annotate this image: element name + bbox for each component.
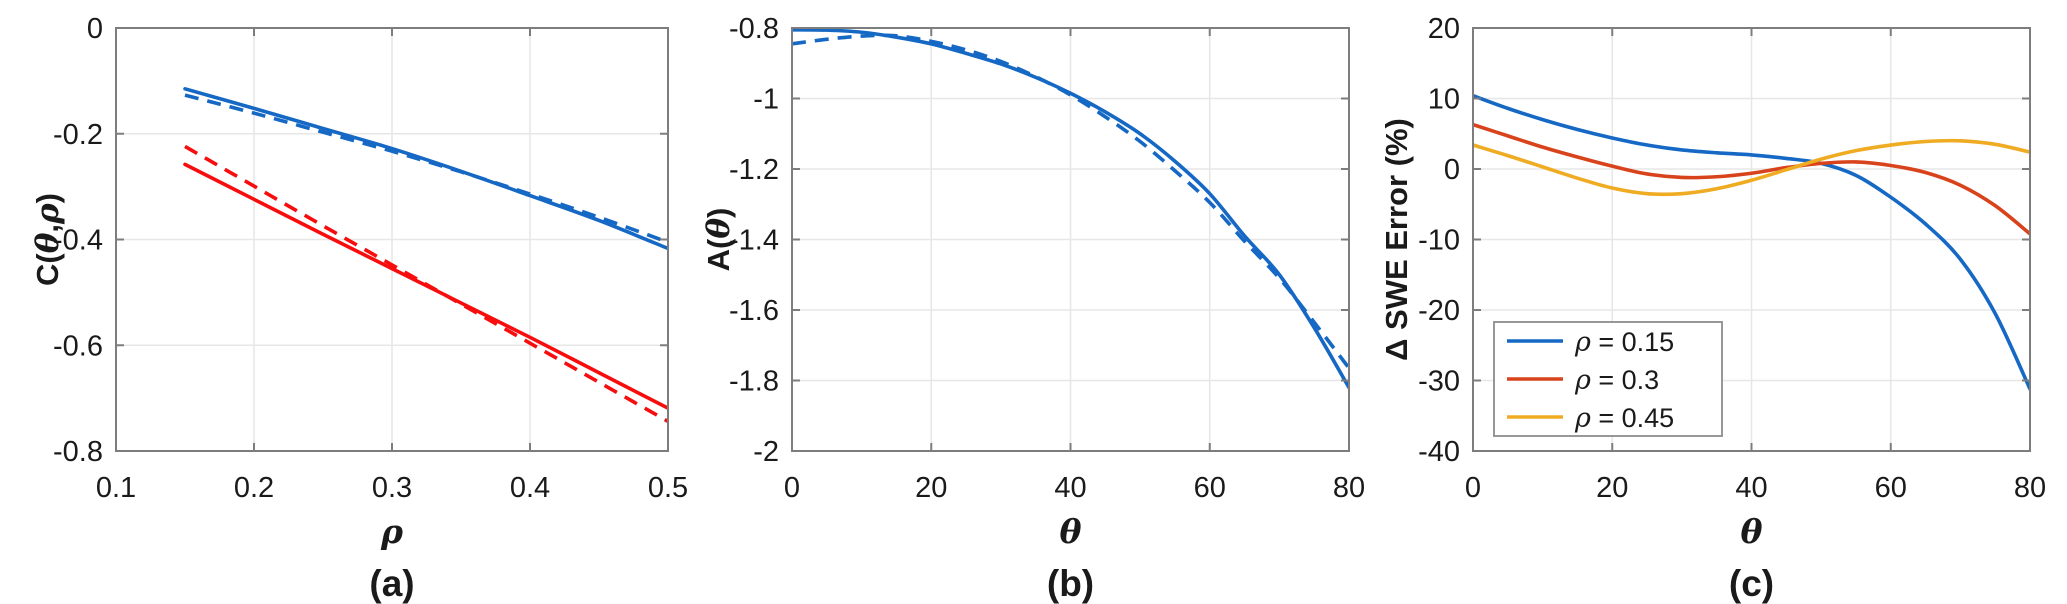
y-tick-label: -40 xyxy=(1418,436,1460,468)
y-tick-label: -0.2 xyxy=(53,119,103,151)
x-tick-label: 60 xyxy=(1194,472,1226,504)
chart-c: 0 20 40 60 80 20 10 0 -10 -20 -30 -40 θ Δ SWE Error (… xyxy=(1379,13,2046,604)
legend-entry: ρ = 0.15 xyxy=(1507,327,1674,358)
series-line-red-dashed xyxy=(184,144,668,423)
y-tick-label: 0 xyxy=(1444,154,1460,186)
y-tick-label: -0.6 xyxy=(53,330,103,362)
x-tick-label: 0 xyxy=(784,472,800,504)
x-axis-label: ρ xyxy=(380,512,404,551)
legend-label: ρ = 0.15 xyxy=(1574,327,1674,358)
x-tick-label: 0.5 xyxy=(648,472,688,504)
y-axis-label: Δ SWE Error (%) xyxy=(1379,118,1414,361)
series-line-blue-dashed xyxy=(184,93,668,244)
x-tick-label: 20 xyxy=(915,472,947,504)
chart-a: 0.1 0.2 0.3 0.4 0.5 0 -0.2 -0.4 -0.6 -0.8 ρ C(θ,ρ) (… xyxy=(30,13,688,604)
series-group xyxy=(183,87,668,423)
x-tick-label: 0 xyxy=(1465,472,1481,504)
y-tick-label: 0 xyxy=(87,13,103,45)
y-axis-label: A(θ) xyxy=(701,208,737,272)
legend-entry: ρ = 0.45 xyxy=(1507,403,1674,434)
y-tick-label: -0.8 xyxy=(729,13,779,45)
series-line-rho-0.45 xyxy=(1473,138,2030,197)
series-group xyxy=(792,28,1349,390)
y-tick-label: -10 xyxy=(1418,225,1460,257)
x-tick-label: 0.1 xyxy=(96,472,136,504)
x-tick-label: 80 xyxy=(2014,472,2046,504)
x-axis-label: θ xyxy=(1740,512,1762,551)
y-tick-label: 10 xyxy=(1428,84,1460,116)
x-tick-label: 0.4 xyxy=(510,472,550,504)
series-group xyxy=(1473,93,2030,391)
legend-entry: ρ = 0.3 xyxy=(1507,365,1659,396)
x-axis-label: θ xyxy=(1059,512,1081,551)
x-tick-label: 20 xyxy=(1596,472,1628,504)
y-tick-label: 20 xyxy=(1428,13,1460,45)
series-line-rho-0.3 xyxy=(1473,122,2030,236)
panel-caption: (b) xyxy=(1047,563,1094,604)
x-tick-label: 80 xyxy=(1333,472,1365,504)
y-tick-label: -20 xyxy=(1418,295,1460,327)
y-tick-label: -0.8 xyxy=(53,436,103,468)
chart-b: 0 20 40 60 80 -0.8 -1 -1.2 -1.4 -1.6 -1.8 -2 θ A(θ) (b… xyxy=(701,13,1365,604)
y-tick-label: -30 xyxy=(1418,366,1460,398)
panel-c: 0 20 40 60 80 20 10 0 -10 -20 -30 -40 θ Δ SWE Error (… xyxy=(1378,0,2067,604)
axes-box xyxy=(1472,27,2031,452)
axes-box xyxy=(115,27,669,452)
y-axis-label: C(θ,ρ) xyxy=(30,193,66,286)
panel-b: 0 20 40 60 80 -0.8 -1 -1.2 -1.4 -1.6 -1.8 -2 θ A(θ) (b… xyxy=(689,0,1378,604)
y-tick-label: -2 xyxy=(753,436,779,468)
x-tick-label: 40 xyxy=(1054,472,1086,504)
panel-caption: (c) xyxy=(1729,563,1774,604)
legend-label: ρ = 0.3 xyxy=(1574,365,1659,396)
x-tick-label: 0.3 xyxy=(372,472,412,504)
y-tick-label: -1.6 xyxy=(729,295,779,327)
panel-a: 0.1 0.2 0.3 0.4 0.5 0 -0.2 -0.4 -0.6 -0.8 ρ C(θ,ρ) (… xyxy=(0,0,689,604)
series-line-rho-0.15 xyxy=(1473,93,2030,391)
panel-caption: (a) xyxy=(369,563,414,604)
y-tick-label: -1.8 xyxy=(729,366,779,398)
y-tick-label: -1 xyxy=(753,84,779,116)
legend: ρ = 0.15 ρ = 0.3 ρ = 0.45 xyxy=(1493,321,1723,437)
series-line-blue-dashed xyxy=(792,33,1349,370)
legend-label: ρ = 0.45 xyxy=(1574,403,1674,434)
x-tick-label: 60 xyxy=(1875,472,1907,504)
y-tick-label: -1.4 xyxy=(729,225,779,257)
y-tick-label: -1.2 xyxy=(729,154,779,186)
x-tick-label: 40 xyxy=(1735,472,1767,504)
series-line-blue-solid xyxy=(183,87,668,251)
y-tick-label: -0.4 xyxy=(53,225,103,257)
axes-box xyxy=(791,27,1350,452)
x-tick-label: 0.2 xyxy=(234,472,274,504)
